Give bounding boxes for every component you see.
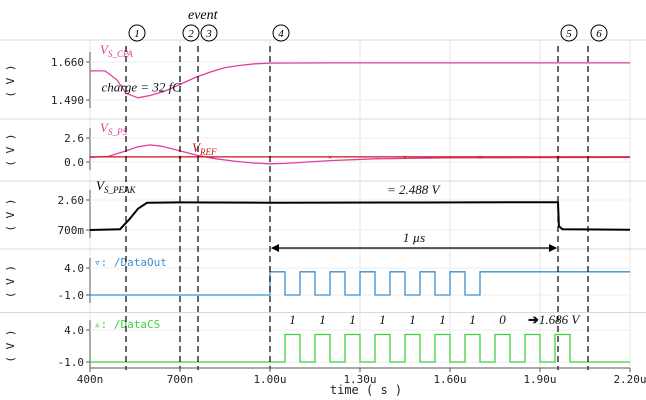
y-tick-label: 2.60 [58,194,85,207]
series-label-vs-peak: VS_PEAK [96,178,136,195]
event-marker-circle [200,24,218,42]
end-note: ➔1.686 V [528,312,581,327]
y-unit-label: ( V ) [4,133,17,166]
series-label-vs-ps: VS_PS [100,120,127,137]
event-marker-label: 4 [278,28,284,40]
y-tick-label: 700m [58,224,85,237]
x-axis: time ( s ) 400n 700n 1.00u 1.30u 1.60u 1.90u 2… [77,367,646,397]
series-line-s-peak [89,201,631,231]
x-tick-label: 1.60u [433,373,466,386]
x-tick-label: 2.20u [613,373,646,386]
x-tick-label: 1.90u [523,373,556,386]
bit-label: 1 [409,312,416,327]
bit-label: 1 [319,312,326,327]
peak-annotation: = 2.488 V [387,182,442,197]
event-marker-circle [560,24,578,42]
series-line-s-cpa [90,62,630,99]
event-marker-label: 1 [134,28,140,40]
y-tick-label: -1.0 [58,289,85,302]
point-marker: × [328,153,333,162]
y-unit-label: ( V ) [4,64,17,97]
panel-dataout: 4.0 -1.0 ( V ) ▿: /DataOut 1 µs [0,230,646,303]
bit-label: 1 [439,312,446,327]
event-marker-label: 5 [566,28,572,40]
y-unit-label: ( V ) [4,198,17,231]
series-line--datacs [90,333,630,363]
interval-label: 1 µs [403,230,425,245]
bit-label: 1 [289,312,296,327]
y-tick-label: 1.490 [51,94,84,107]
event-marker-label: 2 [188,28,194,40]
panel-datacs: 4.0 -1.0 ( V ) ▵: /DataCS 1 1 1 1 1 1 1 0 ➔1.686 V [0,312,646,370]
y-tick-label: -1.0 [58,356,85,369]
legend-dataout: ▿: /DataOut [94,256,167,269]
x-axis-label: time ( s ) [330,383,402,397]
event-marker-circle [128,24,146,42]
event-marker-label: 6 [596,28,602,40]
event-label: event [188,8,219,23]
bit-label: 1 [379,312,386,327]
event-marker-circle [590,24,608,42]
event-marker-circle [272,24,290,42]
y-tick-label: 1.660 [51,56,84,69]
bit-label: 1 [349,312,356,327]
grid-layer [89,40,631,368]
event-marker-circle [182,24,200,42]
series-line-s-ps [89,144,631,165]
bit-label: 0 [499,312,506,327]
x-tick-label: 400n [77,373,104,386]
y-tick-label: 0.0 [64,156,84,169]
y-tick-label: 4.0 [64,324,84,337]
x-tick-label: 1.00u [253,373,286,386]
legend-datacs: ▵: /DataCS [94,318,160,331]
panel-vs-peak: 2.60 700m ( V ) VS_PEAK = 2.488 V [0,178,646,238]
x-tick-label: 700n [167,373,194,386]
point-marker: × [478,153,483,162]
bit-label: 1 [469,312,476,327]
y-tick-label: 2.6 [64,132,84,145]
event-marker-label: 3 [205,28,212,40]
point-marker: × [403,153,408,162]
series-label-vref: VREF [192,140,217,157]
series-line--dataout [90,271,630,296]
y-unit-label: ( V ) [4,265,17,298]
y-tick-label: 4.0 [64,262,84,275]
y-unit-label: ( V ) [4,329,17,362]
charge-annotation: charge = 32 fC [102,80,182,95]
series-label-vs-cpa: VS_CPA [100,42,133,59]
x-tick-label: 1.30u [343,373,376,386]
